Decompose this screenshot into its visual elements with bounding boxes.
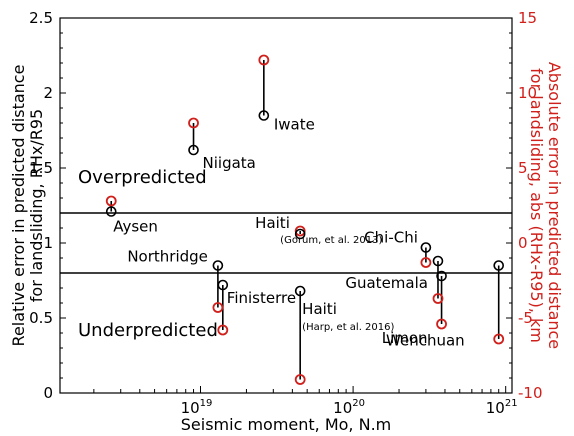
quake-label: Haiti <box>302 300 337 318</box>
y-tick-label: 0.5 <box>29 309 53 327</box>
absolute-error-point <box>217 324 229 336</box>
quake-label: Guatemala <box>345 274 428 292</box>
absolute-error-point <box>258 54 270 66</box>
absolute-error-point <box>420 257 432 268</box>
y2-tick-label: -10 <box>518 384 543 402</box>
relative-error-point <box>493 260 505 271</box>
absolute-error-point <box>105 195 117 207</box>
relative-error-point <box>217 279 229 291</box>
labels-layer: Aysen Niigata Iwate Northridge Finisterre Hai… <box>78 116 465 350</box>
y2-tick-label: 0 <box>518 234 528 252</box>
x-tick-label: 1021 <box>486 398 518 417</box>
relative-error-point <box>294 285 306 297</box>
x-axis-title: Seismic moment, Mo, N.m <box>181 415 392 434</box>
y-axis-title: Relative error in predicted distancefor … <box>9 65 46 347</box>
absolute-error-point <box>294 225 306 237</box>
markers-layer <box>105 54 505 385</box>
region-label-overpredicted: Overpredicted <box>78 167 207 188</box>
quake-label: Finisterre <box>227 289 296 307</box>
quake-note: (Gorum, et al. 2013) <box>280 235 382 246</box>
y2-tick-label: -5 <box>518 309 533 327</box>
relative-error-point <box>294 228 306 240</box>
relative-error-point <box>188 144 199 156</box>
y-tick-label: 1.5 <box>29 159 53 177</box>
quake-label: Niigata <box>203 154 256 172</box>
y2-axis-title: Absolute error in predicted distancefor … <box>527 62 564 349</box>
region-label-underpredicted: Underpredicted <box>78 320 218 341</box>
absolute-error-point <box>188 117 199 129</box>
y-tick-label: 0 <box>43 384 53 402</box>
quake-label: Iwate <box>274 116 315 134</box>
quake-label: Limon <box>382 329 428 347</box>
x-tick-label: 1019 <box>181 398 213 417</box>
relative-error-point <box>258 110 270 121</box>
y2-tick-label: 15 <box>518 9 537 27</box>
reference-lines-layer <box>60 212 512 274</box>
relative-error-point <box>432 255 444 267</box>
absolute-error-point <box>493 333 505 345</box>
relative-error-point <box>436 270 447 282</box>
relative-error-point <box>105 206 117 217</box>
y-tick-label: 1 <box>43 234 53 252</box>
absolute-error-point <box>294 374 306 385</box>
absolute-error-point <box>432 293 444 304</box>
axes-layer: 0 0.5 1 1.5 2 2.5 -10 -5 0 5 10 15 1019 1020 1021 Seism… <box>9 9 564 434</box>
y2-tick-label: 10 <box>518 84 537 102</box>
y-tick-label: 2.5 <box>29 9 53 27</box>
quake-note: (Harp, et al. 2016) <box>302 322 394 333</box>
quake-label: Northridge <box>127 248 208 266</box>
plot-frame <box>59 17 513 394</box>
relative-error-point <box>420 242 432 253</box>
quake-label: Chi-Chi <box>364 229 418 247</box>
quake-label: Wenchuan <box>386 332 465 350</box>
quake-label: Aysen <box>113 218 158 236</box>
y2-tick-label: 5 <box>518 159 528 177</box>
absolute-error-point <box>436 318 447 330</box>
y-tick-label: 2 <box>43 84 53 102</box>
absolute-error-point <box>212 302 224 313</box>
x-tick-label: 1020 <box>333 398 365 417</box>
relative-error-point <box>212 260 224 271</box>
quake-label: Haiti <box>255 214 290 232</box>
